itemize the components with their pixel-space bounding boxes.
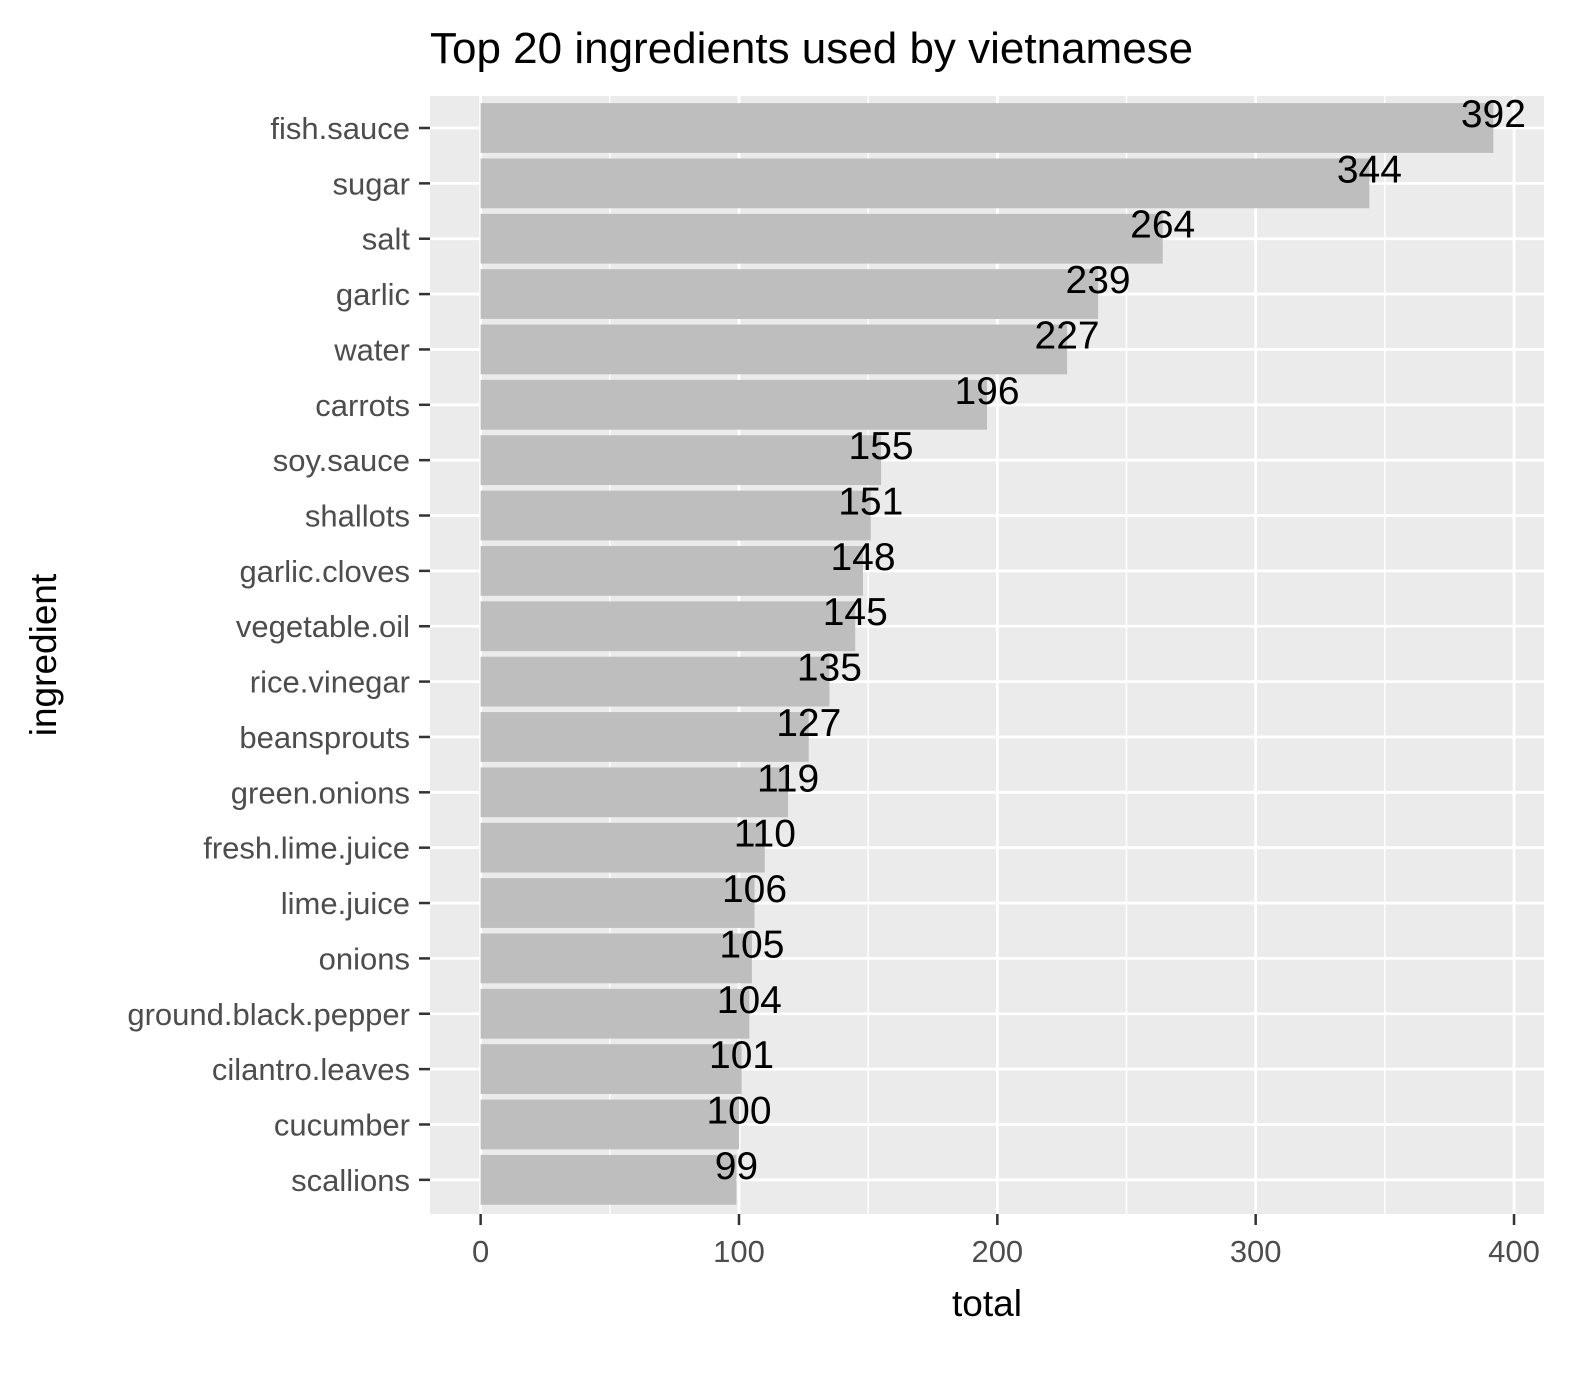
bar-salt <box>480 213 1163 264</box>
y-tick-label: ground.black.pepper <box>127 997 410 1032</box>
data-label: 105 <box>719 923 784 966</box>
y-tick-label: soy.sauce <box>273 443 410 478</box>
y-tick-label: shallots <box>305 499 410 534</box>
x-axis: 0 100 200 300 400 <box>472 1214 1540 1269</box>
data-label: 119 <box>757 757 819 800</box>
y-tick-label: water <box>333 332 410 367</box>
data-label: 227 <box>1035 314 1100 357</box>
y-tick-label: beansprouts <box>239 720 410 755</box>
data-label: 106 <box>722 868 787 911</box>
bars-group <box>480 103 1494 1205</box>
bar-fish.sauce <box>480 103 1494 153</box>
data-label: 110 <box>734 813 796 856</box>
data-label: 99 <box>715 1145 758 1188</box>
bar-beansprouts <box>480 712 809 762</box>
x-axis-title: total <box>952 1283 1022 1324</box>
data-label: 145 <box>823 591 888 634</box>
data-label: 392 <box>1461 93 1526 136</box>
data-label: 239 <box>1066 259 1131 302</box>
bar-sugar <box>480 158 1370 209</box>
bar-scallions <box>480 1154 737 1205</box>
bar-vegetable.oil <box>480 601 856 652</box>
data-label: 196 <box>954 370 1019 413</box>
data-label: 148 <box>830 536 895 579</box>
bar-cilantro.leaves <box>480 1044 742 1095</box>
data-label: 135 <box>797 647 862 690</box>
y-axis: fish.sauce sugar salt garlic water carrots soy… <box>127 111 430 1198</box>
x-tick-label: 0 <box>472 1234 489 1269</box>
bar-green.onions <box>480 767 789 818</box>
bar-garlic <box>480 269 1099 319</box>
x-tick-label: 400 <box>1488 1234 1540 1269</box>
bar-ground.black.pepper <box>480 988 750 1039</box>
y-tick-label: scallions <box>291 1163 410 1198</box>
y-tick-label: cilantro.leaves <box>212 1052 410 1087</box>
bar-onions <box>480 933 752 984</box>
y-tick-label: carrots <box>315 388 410 423</box>
data-label: 264 <box>1130 204 1195 247</box>
data-label: 155 <box>849 425 914 468</box>
bar-garlic.cloves <box>480 545 863 596</box>
y-tick-label: sugar <box>332 166 410 201</box>
y-tick-label: lime.juice <box>281 886 410 921</box>
y-tick-label: vegetable.oil <box>236 609 410 644</box>
bar-water <box>480 324 1068 375</box>
bar-lime.juice <box>480 878 755 928</box>
chart-title: Top 20 ingredients used by vietnamese <box>430 24 1193 73</box>
bar-carrots <box>480 379 987 430</box>
y-tick-label: garlic.cloves <box>239 554 410 589</box>
bar-fresh.lime.juice <box>480 822 765 873</box>
x-tick-label: 200 <box>971 1234 1023 1269</box>
y-tick-label: fish.sauce <box>270 111 410 146</box>
y-tick-label: onions <box>319 941 410 976</box>
x-tick-label: 300 <box>1230 1234 1282 1269</box>
bar-soy.sauce <box>480 435 882 486</box>
data-label: 151 <box>838 481 903 524</box>
bar-rice.vinegar <box>480 656 830 707</box>
y-tick-label: rice.vinegar <box>250 665 410 700</box>
data-label: 100 <box>706 1089 771 1132</box>
y-tick-label: fresh.lime.juice <box>203 831 410 866</box>
y-tick-label: green.onions <box>231 775 410 810</box>
y-tick-label: garlic <box>336 277 410 312</box>
data-label: 101 <box>709 1034 774 1077</box>
data-label: 344 <box>1337 148 1402 191</box>
y-tick-label: cucumber <box>274 1107 410 1142</box>
y-tick-label: salt <box>362 222 411 257</box>
bar-shallots <box>480 490 871 541</box>
x-tick-label: 100 <box>713 1234 765 1269</box>
bar-cucumber <box>480 1099 739 1150</box>
data-label: 127 <box>776 702 841 745</box>
data-labels-group: 392 344 264 239 227 196 155 151 148 145 135 127 119 1… <box>706 93 1525 1188</box>
data-label: 104 <box>717 979 782 1022</box>
y-axis-title: ingredient <box>23 573 64 736</box>
